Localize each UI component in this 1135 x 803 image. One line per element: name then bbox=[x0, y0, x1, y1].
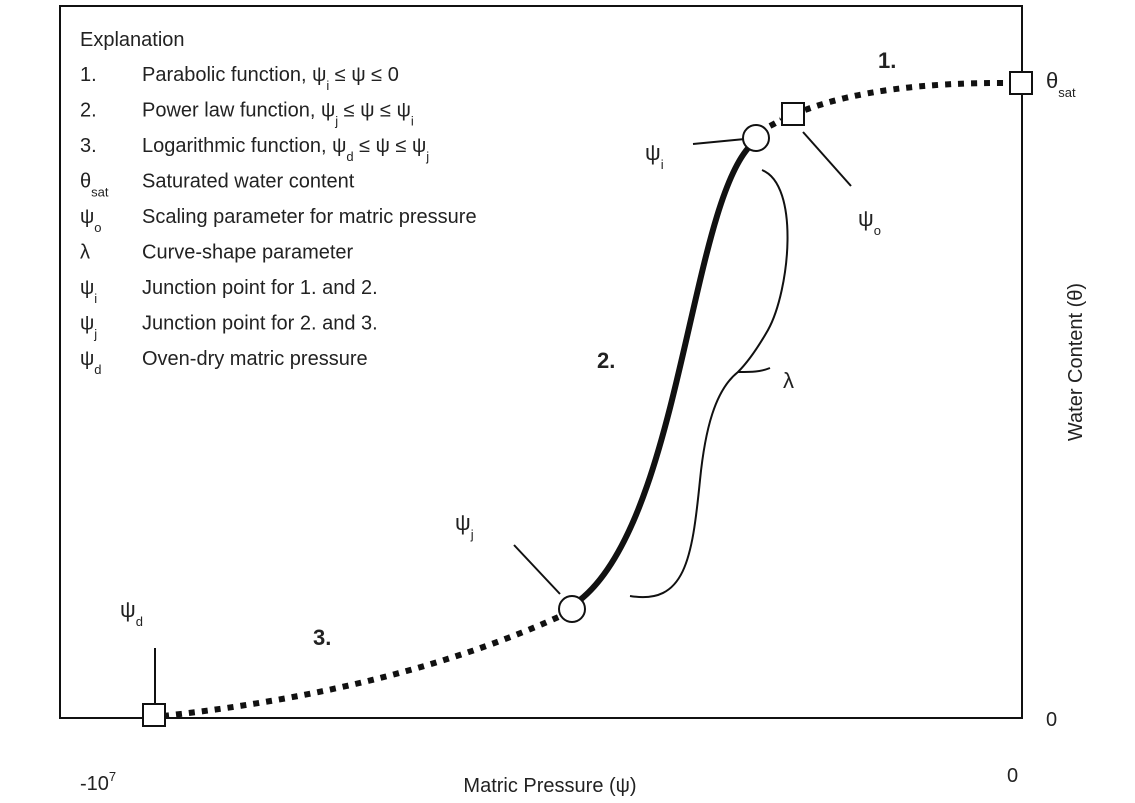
script-text: i bbox=[94, 291, 97, 306]
psi-o-label: ψo bbox=[858, 206, 881, 238]
point-theta-sat bbox=[1009, 71, 1033, 95]
point-psi-j bbox=[558, 595, 586, 623]
legend-key: 1. bbox=[80, 64, 97, 86]
legend-text: Scaling parameter for matric pressure bbox=[142, 206, 477, 228]
legend-key: θsat bbox=[80, 171, 109, 200]
text-part: ψ bbox=[455, 510, 471, 535]
explanation: Explanation 1. Parabolic function, ψi ≤ ψ… bbox=[80, 29, 477, 377]
legend-key: ψj bbox=[80, 313, 97, 342]
legend-text: Junction point for 2. and 3. bbox=[142, 313, 378, 335]
legend-text: Oven-dry matric pressure bbox=[142, 348, 368, 370]
text-part: θ bbox=[1046, 68, 1058, 93]
text-part: Curve-shape parameter bbox=[142, 242, 354, 264]
x-axis-label: Matric Pressure (ψ) bbox=[463, 775, 636, 797]
script-text: 7 bbox=[109, 769, 116, 784]
psi-d-label: ψd bbox=[120, 597, 143, 629]
text-part: Junction point for 1. and 2. bbox=[142, 277, 378, 299]
legend-key: ψi bbox=[80, 277, 97, 306]
legend-key: 3. bbox=[80, 135, 97, 157]
segment-label: 1. bbox=[878, 48, 896, 73]
text-part: ψ bbox=[120, 597, 136, 622]
leader-psi-i bbox=[692, 138, 746, 145]
psi-i-label: ψi bbox=[645, 140, 664, 172]
point-psi-d bbox=[142, 703, 166, 727]
text-part: ψ bbox=[80, 313, 94, 335]
logarithmic-curve bbox=[162, 611, 567, 719]
legend-key: ψo bbox=[80, 206, 102, 235]
legend-text: Power law function, ψj ≤ ψ ≤ ψi bbox=[142, 100, 414, 129]
legend-text: Logarithmic function, ψd ≤ ψ ≤ ψj bbox=[142, 135, 429, 164]
text-part: 2. bbox=[80, 100, 97, 122]
point-psi-o bbox=[781, 102, 805, 126]
text-part: 3. bbox=[80, 135, 97, 157]
text-part: Scaling parameter for matric pressure bbox=[142, 206, 477, 228]
parabolic-curve-b bbox=[803, 79, 1011, 113]
legend-text: Saturated water content bbox=[142, 171, 355, 193]
psi-j-label: ψj bbox=[455, 510, 474, 542]
text-part: ψ bbox=[645, 140, 661, 165]
legend-key: λ bbox=[80, 242, 90, 264]
script-text: j bbox=[425, 149, 429, 164]
x-zero: 0 bbox=[1007, 765, 1018, 787]
point-psi-i bbox=[742, 124, 770, 152]
text-part: Junction point for 2. and 3. bbox=[142, 313, 378, 335]
text-part: Power law function, ψ bbox=[142, 100, 335, 122]
x-min: -107 bbox=[80, 769, 116, 795]
explanation-title: Explanation bbox=[80, 29, 185, 51]
text-part: ≤ ψ ≤ ψ bbox=[354, 135, 427, 157]
legend-text: Junction point for 1. and 2. bbox=[142, 277, 378, 299]
power-law-curve bbox=[578, 143, 753, 603]
text-part: ≤ ψ ≤ 0 bbox=[329, 64, 399, 86]
script-text: d bbox=[136, 614, 143, 629]
script-text: d bbox=[346, 149, 353, 164]
script-text: d bbox=[94, 362, 101, 377]
script-text: i bbox=[326, 78, 329, 93]
script-text: i bbox=[411, 114, 414, 129]
legend-text: Parabolic function, ψi ≤ ψ ≤ 0 bbox=[142, 64, 399, 93]
script-text: o bbox=[94, 220, 101, 235]
segment-label: 3. bbox=[313, 625, 331, 650]
script-text: sat bbox=[1058, 85, 1076, 100]
text-part: Saturated water content bbox=[142, 171, 355, 193]
text-part: λ bbox=[80, 242, 90, 264]
parabolic-curve-a bbox=[768, 115, 786, 129]
text-part: Parabolic function, ψ bbox=[142, 64, 326, 86]
lambda-label: λ bbox=[783, 368, 794, 393]
leader-psi-j bbox=[513, 544, 561, 595]
text-part: ψ bbox=[80, 206, 94, 228]
text-part: 1. bbox=[80, 64, 97, 86]
text-part: θ bbox=[80, 171, 91, 193]
plot-frame bbox=[59, 5, 1023, 719]
legend-key: 2. bbox=[80, 100, 97, 122]
script-text: sat bbox=[91, 185, 109, 200]
lambda-brace bbox=[629, 169, 789, 599]
script-text: o bbox=[874, 223, 881, 238]
text-part: ψ bbox=[80, 277, 94, 299]
script-text: j bbox=[93, 327, 97, 342]
legend-text: Curve-shape parameter bbox=[142, 242, 354, 264]
text-part: -10 bbox=[80, 773, 109, 795]
segment-label: 2. bbox=[597, 348, 615, 373]
text-part: Oven-dry matric pressure bbox=[142, 348, 368, 370]
legend-key: ψd bbox=[80, 348, 102, 377]
theta-sat-label: θsat bbox=[1046, 68, 1076, 100]
script-text: i bbox=[661, 157, 664, 172]
y-axis-label: Water Content (θ) bbox=[1065, 283, 1087, 441]
text-part: Logarithmic function, ψ bbox=[142, 135, 346, 157]
text-part: ψ bbox=[80, 348, 94, 370]
script-text: j bbox=[334, 114, 338, 129]
script-text: j bbox=[470, 527, 474, 542]
text-part: ψ bbox=[858, 206, 874, 231]
y-zero: 0 bbox=[1046, 709, 1057, 731]
leader-psi-o bbox=[802, 131, 852, 187]
text-part: ≤ ψ ≤ ψ bbox=[338, 100, 411, 122]
